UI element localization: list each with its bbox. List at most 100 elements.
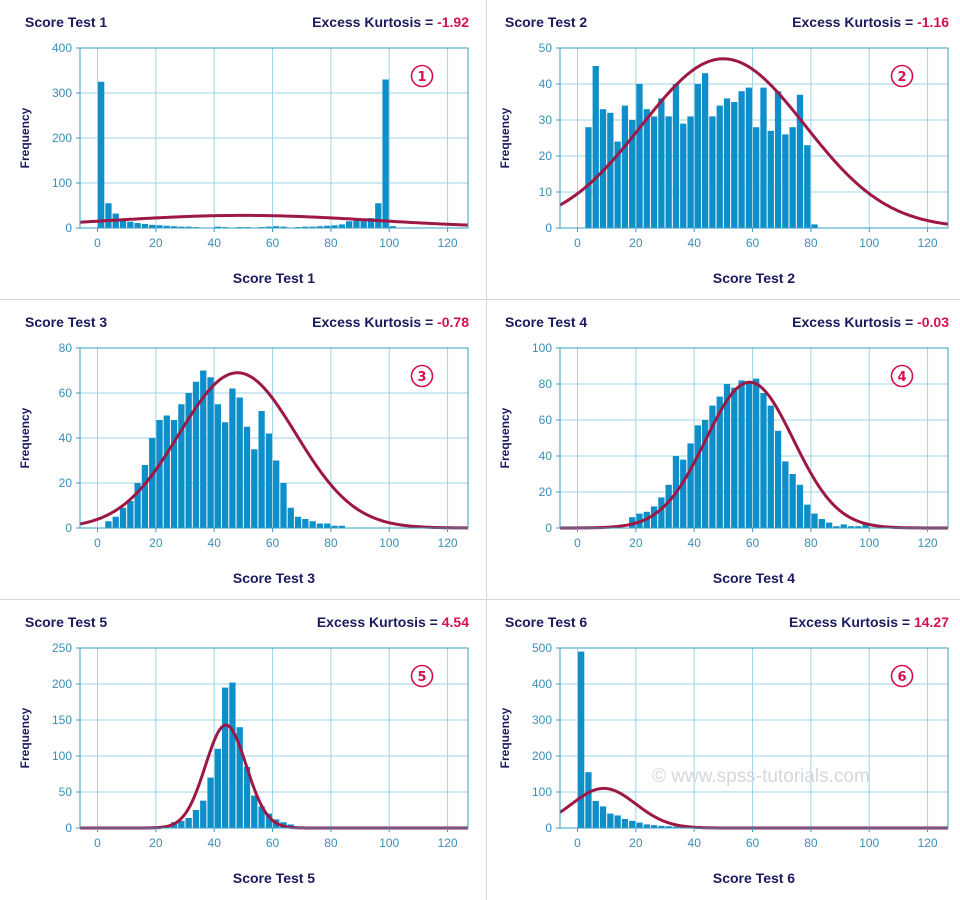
histogram-bar xyxy=(105,203,112,228)
histogram-bar xyxy=(687,443,694,528)
histogram-bar xyxy=(192,810,200,828)
histogram-bar xyxy=(280,483,287,528)
histogram-bar xyxy=(753,378,760,528)
histogram-bar xyxy=(629,820,636,828)
y-tick-label: 40 xyxy=(59,431,73,445)
histogram-bar xyxy=(636,84,643,228)
histogram-bar xyxy=(185,393,192,528)
panel-number-badge-text: 2② xyxy=(897,70,906,85)
histogram-bar xyxy=(353,219,360,228)
x-tick-label: 40 xyxy=(208,536,222,550)
panel-number-badge xyxy=(410,364,434,388)
y-tick-label: 20 xyxy=(59,476,73,490)
x-tick-label: 20 xyxy=(629,236,643,250)
histogram-bar xyxy=(782,461,789,528)
kurtosis-value: -1.92 xyxy=(437,14,469,30)
histogram-bar xyxy=(316,523,324,528)
histogram-bar xyxy=(789,127,796,228)
histogram-bar xyxy=(141,465,149,528)
panel-number-badge-text: 6⑥ xyxy=(897,670,906,685)
histogram-bar xyxy=(294,516,302,528)
y-tick-label: 200 xyxy=(52,131,72,145)
histogram-bar xyxy=(811,224,818,228)
x-tick-label: 80 xyxy=(324,536,338,550)
histogram-bar xyxy=(149,224,156,228)
histogram-bar xyxy=(665,116,672,228)
plot-frame xyxy=(559,647,949,829)
y-tick-label: 80 xyxy=(59,341,73,355)
y-tick-label: 200 xyxy=(52,677,72,691)
histogram-bar xyxy=(658,497,665,528)
y-tick-label: 150 xyxy=(52,713,72,727)
histogram-bar xyxy=(745,382,753,528)
histogram-bar xyxy=(701,420,709,528)
histogram-bar xyxy=(804,145,811,228)
histogram-bar xyxy=(251,795,258,828)
histogram-bar xyxy=(818,519,825,528)
kurtosis-value: -0.78 xyxy=(437,314,469,330)
histogram-bar xyxy=(716,105,723,228)
histogram-bar xyxy=(614,141,621,228)
histogram-bar xyxy=(701,73,709,228)
histogram-bar xyxy=(105,521,112,528)
histogram-bar xyxy=(687,116,694,228)
histogram-bar xyxy=(149,438,156,528)
x-tick-label: 20 xyxy=(149,236,163,250)
histogram-bar xyxy=(280,226,287,228)
histogram-bar xyxy=(796,94,804,228)
kurtosis-text: Excess Kurtosis = 4.54 xyxy=(317,614,469,630)
histogram-bar xyxy=(709,116,716,228)
y-axis-label: Frequency xyxy=(498,107,512,168)
histogram-bar xyxy=(607,112,614,228)
histogram-bar xyxy=(723,98,731,229)
y-tick-label: 30 xyxy=(539,113,553,127)
histogram-bar xyxy=(694,425,701,528)
y-tick-label: 40 xyxy=(539,77,553,91)
x-tick-label: 60 xyxy=(746,536,760,550)
histogram-bar xyxy=(170,420,178,528)
histogram-bar xyxy=(265,226,273,228)
y-tick-label: 60 xyxy=(59,386,73,400)
y-tick-label: 0 xyxy=(65,821,72,835)
histogram-bar xyxy=(221,422,229,528)
normal-curve xyxy=(560,380,948,530)
histogram-bar xyxy=(804,504,811,528)
y-tick-label: 200 xyxy=(532,749,552,763)
histogram-bar xyxy=(774,430,782,528)
y-tick-label: 500 xyxy=(532,641,552,655)
normal-curve xyxy=(80,723,468,830)
histogram-bar xyxy=(650,116,658,228)
histogram-bar xyxy=(156,225,163,228)
histogram-bar xyxy=(382,79,389,228)
histogram-panel-2: 0 10 20 30 40 50 0 20 40 60 80 100 120 Score Test 2 Fr… xyxy=(498,14,949,286)
histogram-bar xyxy=(258,806,265,828)
histogram-bar xyxy=(367,218,375,228)
histogram-bar xyxy=(643,109,650,228)
x-tick-label: 40 xyxy=(208,236,222,250)
histogram-bar xyxy=(170,226,178,228)
histogram-bar xyxy=(236,727,243,828)
plot-frame xyxy=(79,647,469,829)
histogram-bar xyxy=(811,513,818,528)
panel-number-badge-text: 4④ xyxy=(897,370,906,385)
y-tick-label: 400 xyxy=(52,41,72,55)
histogram-bar xyxy=(599,109,607,228)
histogram-bar xyxy=(221,687,229,828)
y-tick-label: 300 xyxy=(52,86,72,100)
plot-frame xyxy=(559,47,949,229)
histogram-bar xyxy=(745,87,753,228)
histogram-bar xyxy=(767,130,774,228)
x-tick-label: 100 xyxy=(379,536,399,550)
x-tick-label: 120 xyxy=(438,536,458,550)
histogram-bar xyxy=(345,221,353,228)
y-tick-label: 20 xyxy=(539,149,553,163)
panel-title: Score Test 2 xyxy=(505,14,587,30)
x-tick-label: 40 xyxy=(688,236,702,250)
histogram-bar xyxy=(375,203,382,228)
panel-number-badge-text: 5⑤ xyxy=(417,670,426,685)
histogram-bar xyxy=(214,404,221,528)
panel-number-badge xyxy=(890,664,914,688)
histogram-bar xyxy=(723,384,731,528)
histogram-bar xyxy=(738,380,745,528)
